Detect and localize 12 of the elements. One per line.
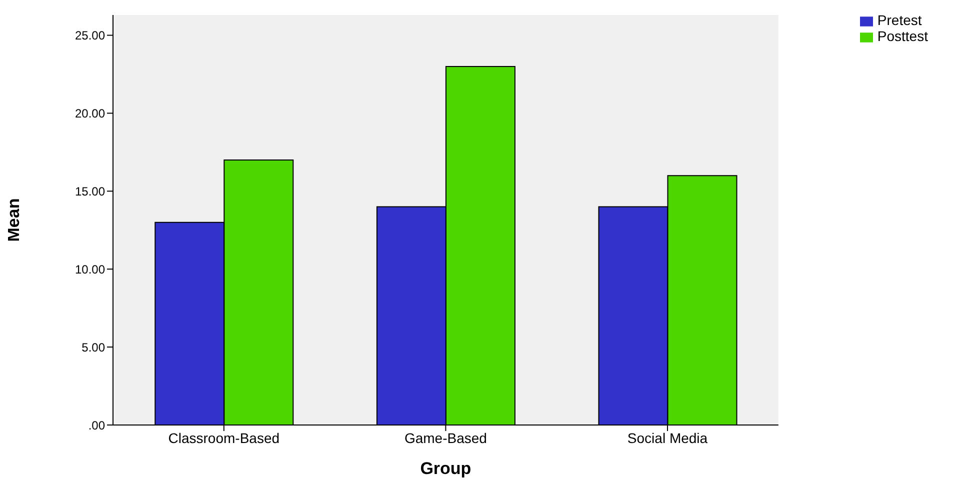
x-axis-title: Group (420, 459, 472, 478)
x-tick-label: Classroom-Based (168, 430, 280, 446)
y-tick-label: 5.00 (82, 340, 106, 354)
legend-label: Pretest (877, 12, 922, 28)
y-tick-label: 15.00 (74, 184, 106, 198)
y-tick-label: 20.00 (74, 106, 106, 120)
y-tick-label: 10.00 (74, 262, 106, 276)
legend-label: Posttest (877, 28, 928, 44)
x-tick-label: Social Media (627, 430, 708, 446)
y-tick-label: 25.00 (74, 28, 106, 43)
x-tick-label: Game-Based (404, 430, 487, 446)
y-tick-label: .00 (88, 418, 106, 432)
